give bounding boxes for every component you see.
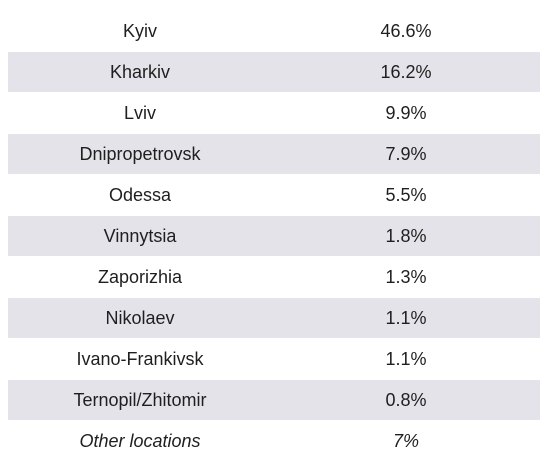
- share-cell: 1.1%: [272, 338, 540, 379]
- share-cell: 16.2%: [272, 51, 540, 92]
- table-row: Ivano-Frankivsk 1.1%: [8, 338, 540, 379]
- share-cell: 1.1%: [272, 297, 540, 338]
- city-cell: Kyiv: [8, 10, 272, 51]
- city-share-table-container: Kyiv 46.6% Kharkiv 16.2% Lviv 9.9% Dnipr…: [8, 10, 540, 461]
- table-row: Dnipropetrovsk 7.9%: [8, 133, 540, 174]
- table-row: Vinnytsia 1.8%: [8, 215, 540, 256]
- table-row: Kharkiv 16.2%: [8, 51, 540, 92]
- share-cell: 5.5%: [272, 174, 540, 215]
- table-row: Zaporizhia 1.3%: [8, 256, 540, 297]
- city-cell: Dnipropetrovsk: [8, 133, 272, 174]
- table-row: Odessa 5.5%: [8, 174, 540, 215]
- share-cell: 7.9%: [272, 133, 540, 174]
- share-cell: 7%: [272, 420, 540, 461]
- share-cell: 9.9%: [272, 92, 540, 133]
- city-cell: Lviv: [8, 92, 272, 133]
- city-share-table: Kyiv 46.6% Kharkiv 16.2% Lviv 9.9% Dnipr…: [8, 10, 540, 461]
- city-cell: Odessa: [8, 174, 272, 215]
- table-row: Ternopil/Zhitomir 0.8%: [8, 379, 540, 420]
- share-cell: 1.8%: [272, 215, 540, 256]
- table-row: Nikolaev 1.1%: [8, 297, 540, 338]
- table-body: Kyiv 46.6% Kharkiv 16.2% Lviv 9.9% Dnipr…: [8, 10, 540, 461]
- share-cell: 1.3%: [272, 256, 540, 297]
- city-cell: Zaporizhia: [8, 256, 272, 297]
- city-cell: Ternopil/Zhitomir: [8, 379, 272, 420]
- share-cell: 0.8%: [272, 379, 540, 420]
- city-cell: Nikolaev: [8, 297, 272, 338]
- city-cell: Ivano-Frankivsk: [8, 338, 272, 379]
- city-cell: Other locations: [8, 420, 272, 461]
- city-cell: Kharkiv: [8, 51, 272, 92]
- table-row: Kyiv 46.6%: [8, 10, 540, 51]
- share-cell: 46.6%: [272, 10, 540, 51]
- table-row-other: Other locations 7%: [8, 420, 540, 461]
- city-cell: Vinnytsia: [8, 215, 272, 256]
- table-row: Lviv 9.9%: [8, 92, 540, 133]
